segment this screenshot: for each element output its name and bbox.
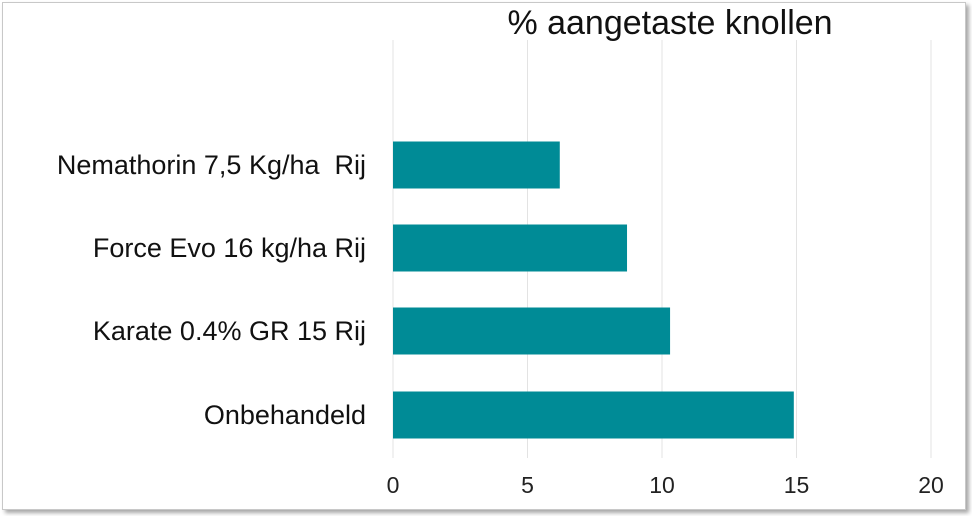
category-label: Force Evo 16 kg/ha Rij	[93, 233, 366, 263]
bar	[393, 141, 560, 189]
x-tick-label: 20	[918, 472, 944, 498]
category-label: Nemathorin 7,5 Kg/ha Rij	[57, 150, 366, 180]
category-label: Onbehandeld	[204, 400, 366, 430]
bar	[393, 391, 794, 439]
x-tick-label: 10	[649, 472, 675, 498]
category-label: Karate 0.4% GR 15 Rij	[93, 316, 366, 346]
bar	[393, 224, 628, 272]
x-tick-label: 15	[784, 472, 810, 498]
x-tick-label: 5	[521, 472, 534, 498]
bar	[393, 307, 671, 355]
x-tick-label: 0	[387, 472, 400, 498]
chart-title: % aangetaste knollen	[507, 4, 832, 42]
